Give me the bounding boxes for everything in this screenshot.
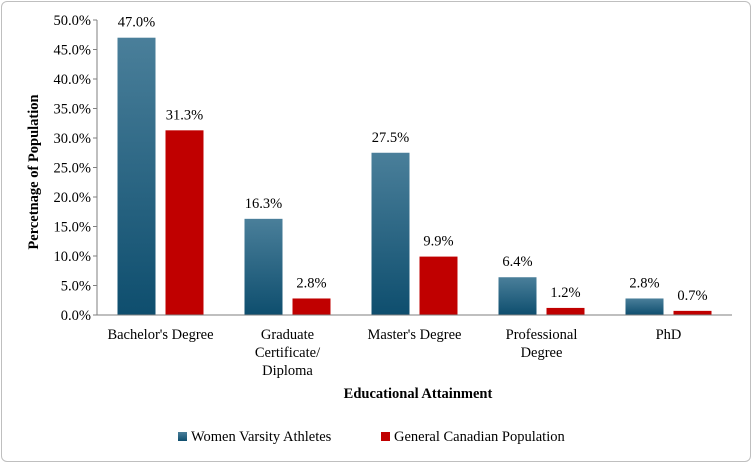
y-tick-label: 10.0% — [54, 249, 91, 265]
bars: 47.0% 31.3% 16.3% 2.8% 27.5% 9.9% 6.4% 1.2% 2.8%… — [117, 15, 712, 315]
category-label: Bachelor's Degree — [107, 327, 213, 343]
data-label: 0.7% — [677, 288, 707, 304]
legend-label: General Canadian Population — [394, 429, 565, 445]
y-tick-label: 15.0% — [54, 220, 91, 236]
data-label: 9.9% — [423, 234, 453, 250]
y-tick-label: 40.0% — [54, 72, 91, 88]
y-tick-label: 50.0% — [54, 13, 91, 29]
data-label: 2.8% — [629, 275, 659, 291]
data-label: 2.8% — [296, 275, 326, 291]
x-axis-title: Educational Attainment — [344, 386, 493, 402]
bar-athletes — [498, 277, 537, 315]
bar-population — [165, 130, 204, 315]
legend: Women Varsity Athletes General Canadian P… — [178, 429, 565, 445]
bar-population — [292, 298, 331, 315]
data-label: 16.3% — [245, 196, 282, 212]
y-tick-label: 0.0% — [61, 308, 91, 324]
category-label: PhD — [656, 327, 682, 343]
data-label: 47.0% — [118, 15, 155, 31]
bar-athletes — [117, 37, 156, 315]
legend-swatch — [381, 432, 390, 441]
data-label: 1.2% — [550, 285, 580, 301]
y-axis: 0.0% 5.0% 10.0% 15.0% 20.0% 25.0% 30.0% 35.0% 40… — [54, 13, 98, 324]
data-label: 27.5% — [372, 130, 409, 146]
bar-population — [673, 310, 712, 315]
y-tick-label: 20.0% — [54, 190, 91, 206]
y-tick-label: 30.0% — [54, 131, 91, 147]
category-label: Professional Degree — [506, 327, 578, 361]
legend-swatch — [178, 432, 187, 441]
data-label: 6.4% — [502, 254, 532, 270]
bar-athletes — [371, 152, 410, 315]
bar-athletes — [244, 218, 283, 315]
data-label: 31.3% — [166, 107, 203, 123]
y-tick-label: 35.0% — [54, 102, 91, 118]
y-tick-label: 5.0% — [61, 279, 91, 295]
bar-athletes — [625, 298, 664, 315]
bar-population — [419, 256, 458, 315]
bar-population — [546, 307, 585, 315]
y-tick-label: 25.0% — [54, 161, 91, 177]
y-tick-label: 45.0% — [54, 43, 91, 59]
y-axis-title: Percetnage of Population — [26, 94, 42, 249]
category-label: Graduate Certificate/Diploma — [255, 327, 321, 379]
x-axis: Bachelor's Degree Graduate Certificate/Dip… — [97, 314, 732, 379]
legend-label: Women Varsity Athletes — [191, 429, 332, 445]
category-label: Master's Degree — [367, 327, 461, 343]
